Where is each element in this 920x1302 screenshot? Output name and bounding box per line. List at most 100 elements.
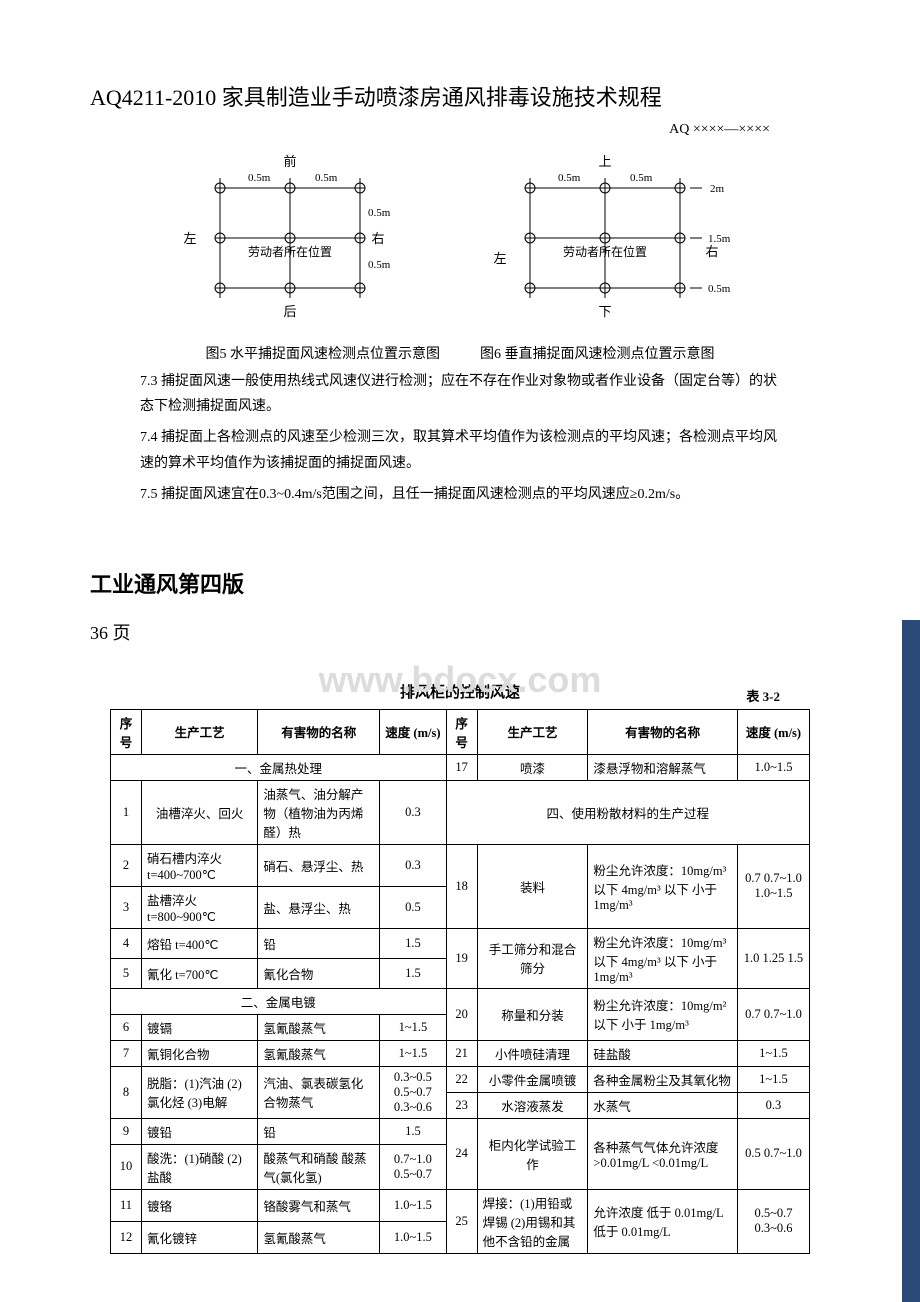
subhead-2: 二、金属电镀 [111,988,447,1014]
dim: 0.5m [315,172,338,184]
cell: 1 [111,780,142,844]
th-seq: 序号 [446,709,477,754]
cell: 硝石槽内淬火 t=400~700℃ [142,844,258,886]
cell: 0.7~1.0 0.5~0.7 [380,1144,446,1189]
diagram-6: 上 下 左 右 0.5m 0.5m 2m 1.5m 0.5m 劳动者所在位置 [480,148,760,333]
cell: 漆悬浮物和溶解蒸气 [588,754,738,780]
dim: 0.5m [248,172,271,184]
cell: 水溶液蒸发 [477,1092,588,1118]
cell: 1~1.5 [737,1040,809,1066]
label-back: 后 [283,304,296,319]
cell: 0.3 [737,1092,809,1118]
cell: 氢氰酸蒸气 [258,1221,380,1253]
cell: 脱脂：(1)汽油 (2)氯化烃 (3)电解 [142,1066,258,1118]
dim: 2m [710,183,725,195]
cell: 1.0 1.25 1.5 [737,928,809,988]
cell: 镀铅 [142,1118,258,1144]
cell: 各种蒸气气体允许浓度 >0.01mg/L <0.01mg/L [588,1118,738,1189]
th-proc: 生产工艺 [477,709,588,754]
cell: 17 [446,754,477,780]
label-front: 前 [283,154,296,169]
th-vel: 速度 (m/s) [380,709,446,754]
cell: 1.5 [380,928,446,958]
cell: 称量和分装 [477,988,588,1040]
watermark: www.bdocx.com [0,659,920,701]
cell: 1.0~1.5 [737,754,809,780]
cell: 小零件金属喷镀 [477,1066,588,1092]
cell: 5 [111,958,142,988]
cell: 酸洗：(1)硝酸 (2)盐酸 [142,1144,258,1189]
cell: 12 [111,1221,142,1253]
cell: 焊接：(1)用铅或焊锡 (2)用锡和其他不含铅的金属 [477,1189,588,1253]
cell: 各种金属粉尘及其氧化物 [588,1066,738,1092]
diagram-5: 前 后 左 右 0.5m 0.5m 0.5m 0.5m 劳动者所在位置 [160,148,420,333]
cell: 2 [111,844,142,886]
page-number: 36 页 [90,619,920,645]
subhead-1: 一、金属热处理 [111,754,447,780]
cell: 小件喷硅清理 [477,1040,588,1066]
cell: 0.5~0.7 0.3~0.6 [737,1189,809,1253]
cell: 4 [111,928,142,958]
cell: 1~1.5 [380,1014,446,1040]
cell: 3 [111,886,142,928]
th-haz: 有害物的名称 [258,709,380,754]
label-left: 左 [493,251,506,266]
cell: 铅 [258,928,380,958]
cell: 装料 [477,844,588,928]
cell: 粉尘允许浓度：10mg/m² 以下 小于 1mg/m³ [588,988,738,1040]
worker-label: 劳动者所在位置 [248,244,332,259]
cell: 0.7 0.7~1.0 1.0~1.5 [737,844,809,928]
caption-5: 图5 水平捕捉面风速检测点位置示意图 [206,343,441,363]
cell: 粉尘允许浓度：10mg/m³ 以下 4mg/m³ 以下 小于 1mg/m³ [588,928,738,988]
dim: 1.5m [708,233,731,245]
dim: 0.5m [558,172,581,184]
cell: 氰化镀锌 [142,1221,258,1253]
cell: 氰铜化合物 [142,1040,258,1066]
cell: 手工筛分和混合筛分 [477,928,588,988]
scrollbar[interactable] [902,620,920,1302]
th-haz: 有害物的名称 [588,709,738,754]
cell: 1.0~1.5 [380,1189,446,1221]
th-proc: 生产工艺 [142,709,258,754]
cell: 氢氰酸蒸气 [258,1014,380,1040]
cell: 熔铅 t=400℃ [142,928,258,958]
cell: 油槽淬火、回火 [142,780,258,844]
cell: 柜内化学试验工作 [477,1118,588,1189]
cell: 硝石、悬浮尘、热 [258,844,380,886]
cell: 镀镉 [142,1014,258,1040]
page-title: AQ4211-2010 家具制造业手动喷漆房通风排毒设施技术规程 [90,80,920,112]
control-velocity-table: 序号 生产工艺 有害物的名称 速度 (m/s) 序号 生产工艺 有害物的名称 速… [110,709,810,1254]
cell: 1~1.5 [380,1040,446,1066]
th-seq: 序号 [111,709,142,754]
cell: 铬酸雾气和蒸气 [258,1189,380,1221]
cell: 1~1.5 [737,1066,809,1092]
para-7-3: 7.3 捕捉面风速一般使用热线式风速仪进行检测；应在不存在作业对象物或者作业设备… [140,369,780,419]
dim: 0.5m [368,259,391,271]
cell: 7 [111,1040,142,1066]
para-7-5: 7.5 捕捉面风速宜在0.3~0.4m/s范围之间，且任一捕捉面风速检测点的平均… [140,482,780,507]
cell: 铅 [258,1118,380,1144]
cell: 21 [446,1040,477,1066]
section-title: 工业通风第四版 [90,567,920,599]
th-vel: 速度 (m/s) [737,709,809,754]
dim: 0.5m [368,207,391,219]
cell: 氢氰酸蒸气 [258,1040,380,1066]
cell: 24 [446,1118,477,1189]
cell: 1.5 [380,1118,446,1144]
cell: 氰化 t=700℃ [142,958,258,988]
para-7-4: 7.4 捕捉面上各检测点的风速至少检测三次，取其算术平均值作为该检测点的平均风速… [140,425,780,475]
cell: 粉尘允许浓度：10mg/m³ 以下 4mg/m³ 以下 小于 1mg/m³ [588,844,738,928]
cell: 盐槽淬火 t=800~900℃ [142,886,258,928]
cell: 6 [111,1014,142,1040]
cell: 9 [111,1118,142,1144]
cell: 10 [111,1144,142,1189]
cell: 11 [111,1189,142,1221]
cell: 盐、悬浮尘、热 [258,886,380,928]
cell: 8 [111,1066,142,1118]
cell: 22 [446,1066,477,1092]
cell: 0.3 [380,780,446,844]
cell: 23 [446,1092,477,1118]
cell: 0.3 [380,844,446,886]
cell: 1.5 [380,958,446,988]
cell: 镀铬 [142,1189,258,1221]
